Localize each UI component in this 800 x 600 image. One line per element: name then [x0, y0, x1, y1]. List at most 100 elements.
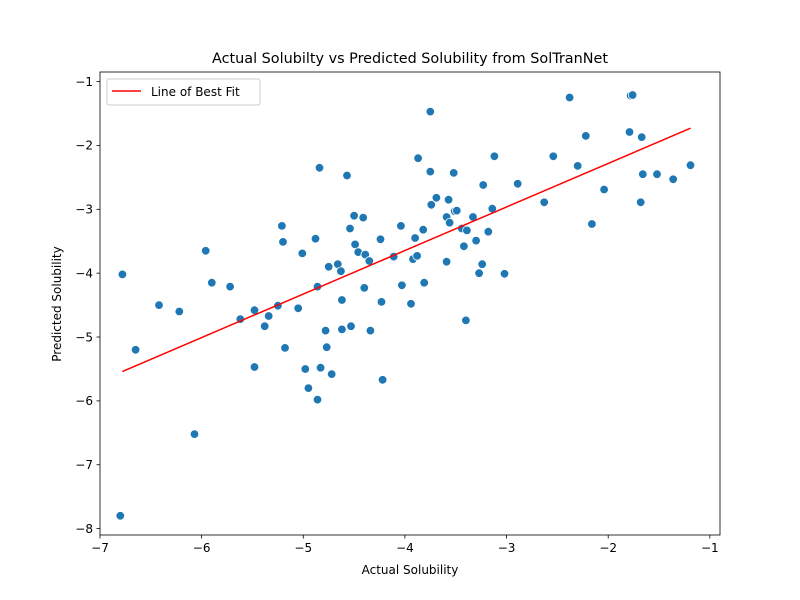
- data-point-61: [426, 200, 437, 210]
- data-point-22: [310, 233, 321, 244]
- data-point-25: [314, 163, 325, 173]
- data-point-2: [130, 345, 141, 355]
- data-point-93: [627, 90, 638, 100]
- data-point-20: [300, 364, 311, 374]
- data-point-98: [668, 174, 678, 185]
- data-point-95: [637, 132, 647, 142]
- data-point-8: [225, 281, 235, 292]
- data-point-71: [459, 241, 469, 252]
- data-point-24: [312, 394, 323, 405]
- data-point-1: [115, 511, 126, 521]
- fit-line: [122, 127, 691, 373]
- data-point-87: [573, 161, 583, 171]
- x-tick-label-6: −1: [701, 541, 719, 555]
- y-tick-label-1: −7: [75, 458, 93, 472]
- x-tick-label-0: −7: [91, 541, 109, 555]
- data-point-42: [359, 283, 370, 293]
- data-point-34: [337, 324, 347, 335]
- data-point-30: [327, 369, 337, 379]
- data-point-21: [303, 383, 314, 393]
- data-point-56: [413, 153, 423, 163]
- data-point-46: [375, 234, 386, 245]
- fit-line-group: [122, 127, 691, 373]
- data-point-59: [425, 166, 436, 177]
- data-point-18: [293, 303, 303, 314]
- data-point-57: [418, 224, 428, 235]
- data-point-26: [315, 363, 326, 373]
- data-point-85: [548, 151, 559, 162]
- y-tick-label-6: −2: [75, 139, 93, 153]
- data-point-58: [419, 278, 429, 288]
- data-point-96: [638, 169, 648, 179]
- x-tick-label-3: −4: [396, 541, 414, 555]
- data-point-54: [410, 233, 420, 243]
- data-point-12: [260, 321, 270, 331]
- data-point-81: [489, 151, 500, 162]
- data-point-82: [499, 269, 510, 279]
- data-point-13: [264, 311, 274, 321]
- data-point-50: [396, 221, 406, 231]
- data-point-51: [397, 280, 407, 291]
- y-tick-label-2: −6: [75, 394, 93, 408]
- data-point-17: [280, 343, 290, 353]
- data-point-35: [342, 170, 352, 181]
- x-axis-label: Actual Solubility: [362, 563, 459, 577]
- y-tick-label-0: −8: [75, 522, 93, 536]
- x-tick-label-2: −5: [294, 541, 312, 555]
- data-point-11: [249, 362, 260, 372]
- data-point-0: [117, 269, 128, 280]
- x-tick-label-5: −2: [599, 541, 617, 555]
- data-point-19: [297, 248, 308, 259]
- data-point-60: [425, 106, 436, 117]
- data-point-5: [189, 429, 200, 439]
- data-point-83: [513, 179, 523, 189]
- data-point-32: [336, 266, 346, 276]
- y-tick-label-3: −5: [75, 330, 93, 344]
- data-point-90: [599, 184, 609, 195]
- data-point-69: [452, 205, 462, 216]
- data-point-55: [412, 251, 422, 261]
- data-point-38: [349, 210, 359, 221]
- data-point-16: [278, 237, 288, 247]
- x-axis-ticks: −7 −6 −5 −4 −3 −2 −1: [91, 535, 719, 555]
- data-point-99: [685, 160, 696, 170]
- data-point-78: [478, 180, 488, 190]
- data-point-48: [377, 375, 388, 385]
- y-tick-label-7: −1: [75, 75, 93, 89]
- legend-box: [106, 78, 261, 106]
- data-point-62: [431, 193, 442, 203]
- plot-frame: [99, 71, 721, 536]
- data-point-67: [449, 168, 459, 178]
- data-point-84: [539, 197, 549, 208]
- x-tick-label-4: −3: [498, 541, 516, 555]
- legend: Line of Best Fit: [106, 78, 261, 106]
- data-point-47: [376, 297, 387, 307]
- data-point-7: [207, 278, 217, 288]
- data-point-79: [483, 226, 494, 237]
- y-axis-ticks: −8 −7 −6 −5 −4 −3 −2 −1: [75, 75, 100, 536]
- data-point-89: [587, 219, 597, 229]
- data-point-41: [358, 212, 368, 223]
- data-point-15: [277, 221, 287, 231]
- y-tick-label-4: −4: [75, 266, 93, 280]
- data-point-77: [477, 259, 487, 269]
- y-axis-label: Predicted Solubility: [50, 246, 64, 361]
- data-point-66: [444, 217, 455, 228]
- data-point-94: [636, 197, 646, 208]
- data-point-3: [154, 300, 164, 310]
- data-point-73: [462, 225, 472, 236]
- data-point-97: [652, 169, 662, 179]
- chart-title: Actual Solubilty vs Predicted Solubility…: [212, 51, 608, 67]
- data-point-72: [461, 315, 471, 326]
- data-point-76: [474, 268, 484, 278]
- legend-label-fit-line: Line of Best Fit: [151, 85, 240, 99]
- data-point-88: [581, 131, 591, 141]
- data-point-86: [564, 92, 575, 103]
- data-point-33: [337, 295, 347, 305]
- data-point-36: [345, 223, 355, 234]
- data-point-27: [320, 325, 331, 336]
- data-point-29: [324, 262, 334, 272]
- data-point-64: [441, 257, 452, 267]
- data-point-65: [443, 194, 454, 205]
- data-point-4: [174, 306, 185, 317]
